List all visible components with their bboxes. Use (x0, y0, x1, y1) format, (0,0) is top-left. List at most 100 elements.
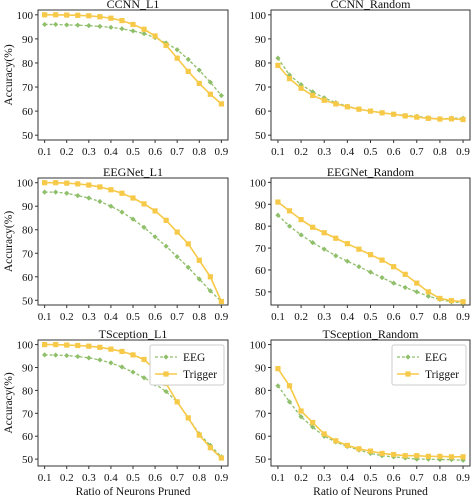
data-point-eeg (298, 414, 304, 420)
x-tick-label: 0.7 (410, 146, 424, 158)
panel-title: EEGNet_L1 (103, 165, 163, 179)
data-point-trigger (460, 299, 466, 305)
data-point-trigger (185, 415, 191, 421)
y-tick-label: 70 (22, 408, 34, 420)
data-point-trigger (414, 453, 420, 459)
data-point-trigger (75, 12, 81, 18)
data-point-trigger (97, 344, 103, 350)
panel-ccnn_random (268, 9, 471, 143)
data-point-trigger (333, 101, 339, 107)
data-point-trigger (218, 298, 224, 305)
data-point-eeg (460, 457, 466, 463)
data-point-eeg (141, 30, 147, 37)
data-point-trigger (196, 432, 202, 438)
y-tick-label: 80 (255, 385, 267, 397)
series-trigger (42, 12, 224, 107)
data-point-trigger (152, 208, 158, 214)
data-point-eeg (53, 189, 59, 195)
data-point-trigger (448, 298, 455, 304)
legend-marker-trigger (405, 371, 411, 377)
data-point-trigger (321, 230, 327, 236)
data-point-trigger (367, 108, 374, 114)
plot-frame (270, 177, 471, 306)
x-tick-label: 0.6 (148, 311, 162, 323)
data-point-eeg (64, 22, 70, 28)
data-point-eeg (310, 424, 316, 430)
x-tick-label: 0.5 (364, 472, 378, 484)
y-tick-label: 100 (250, 10, 267, 22)
legend-marker-eeg (405, 354, 411, 360)
x-tick-label: 0.2 (294, 472, 308, 484)
data-point-eeg (75, 193, 81, 199)
data-point-trigger (86, 13, 92, 19)
data-point-trigger (174, 55, 180, 61)
data-point-trigger (310, 224, 316, 230)
y-tick-label: 50 (255, 454, 267, 466)
data-point-trigger (75, 342, 81, 349)
data-point-eeg (119, 209, 125, 215)
data-point-trigger (108, 187, 114, 193)
data-point-trigger (185, 241, 191, 247)
data-point-eeg (152, 234, 158, 240)
data-point-trigger (460, 116, 466, 123)
x-tick-label: 0.6 (387, 146, 401, 158)
y-tick-label: 80 (255, 58, 267, 70)
x-tick-label: 0.5 (126, 311, 140, 323)
data-point-eeg (196, 276, 202, 282)
panel-title: EEGNet_Random (327, 165, 415, 179)
data-point-trigger (97, 184, 103, 190)
y-tick-label: 70 (255, 243, 267, 255)
y-tick-label: 90 (255, 362, 267, 374)
data-point-trigger (448, 116, 455, 122)
data-point-trigger (437, 453, 443, 459)
y-tick-label: 90 (22, 34, 34, 46)
data-point-eeg (207, 288, 213, 294)
data-point-trigger (119, 348, 125, 355)
data-point-trigger (141, 356, 147, 363)
data-point-eeg (130, 369, 136, 375)
data-point-trigger (174, 229, 180, 235)
data-point-trigger (379, 257, 385, 263)
data-point-trigger (402, 271, 408, 277)
y-tick-label: 70 (255, 82, 267, 94)
data-point-trigger (344, 241, 350, 247)
y-tick-label: 80 (255, 221, 267, 233)
data-point-trigger (414, 280, 420, 286)
data-point-eeg (42, 21, 48, 28)
data-point-trigger (344, 442, 350, 448)
data-point-trigger (298, 85, 304, 91)
series-trigger (42, 341, 224, 461)
data-point-trigger (207, 91, 213, 97)
data-point-trigger (391, 451, 397, 458)
panel-title: TSception_L1 (99, 327, 168, 341)
data-point-eeg (425, 293, 431, 299)
series-trigger (275, 62, 466, 123)
data-point-eeg (185, 264, 191, 270)
data-point-eeg (391, 280, 397, 286)
data-point-eeg (86, 195, 92, 201)
line-eeg (277, 214, 464, 304)
panel-title: CCNN_Random (330, 0, 411, 11)
data-point-eeg (108, 203, 114, 209)
line-trigger (44, 14, 222, 105)
data-point-trigger (310, 419, 316, 426)
y-tick-label: 60 (22, 272, 34, 284)
data-point-trigger (425, 115, 431, 121)
series-trigger (275, 199, 466, 305)
x-tick-label: 0.3 (82, 311, 96, 323)
x-tick-label: 0.8 (433, 472, 447, 484)
data-point-eeg (86, 355, 92, 361)
data-point-trigger (275, 366, 281, 372)
x-tick-label: 0.8 (433, 146, 447, 158)
y-tick-label: 60 (255, 431, 267, 443)
data-point-eeg (64, 352, 70, 359)
y-tick-label: 60 (22, 106, 34, 118)
data-point-eeg (367, 269, 374, 275)
data-point-trigger (286, 383, 293, 389)
data-point-eeg (119, 26, 125, 32)
data-point-trigger (130, 352, 136, 358)
x-tick-label: 0.9 (214, 472, 228, 484)
data-point-trigger (275, 199, 281, 205)
data-point-trigger (333, 235, 339, 241)
x-tick-label: 0.4 (340, 146, 354, 158)
